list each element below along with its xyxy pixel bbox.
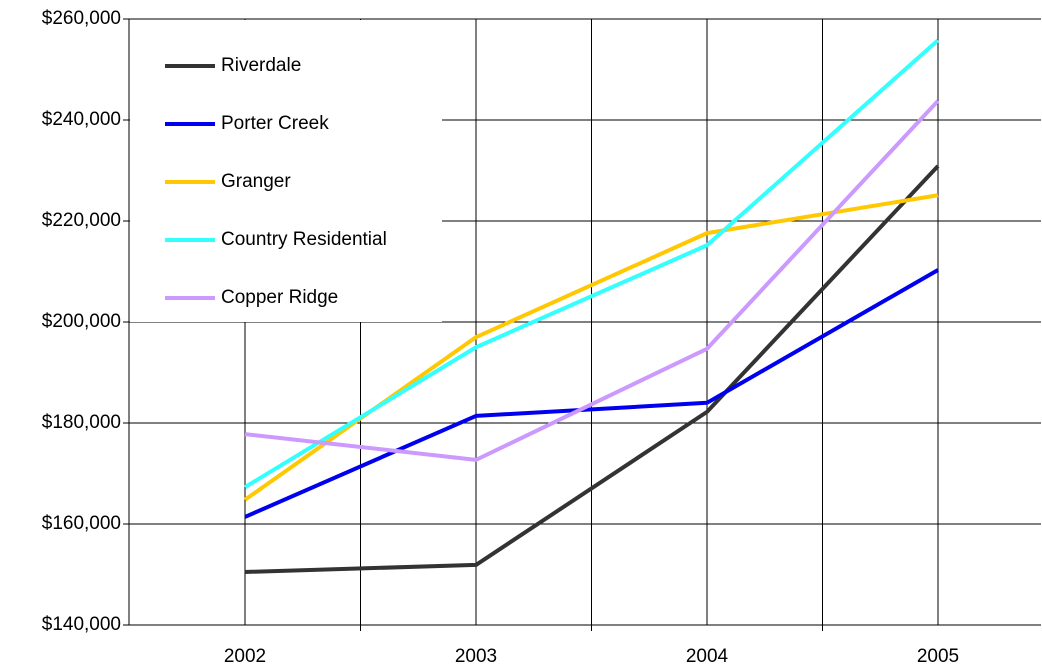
legend-box — [130, 20, 442, 322]
line — [243, 38, 940, 489]
line — [244, 268, 939, 519]
x-tick-label: 2003 — [455, 646, 497, 667]
legend-label: Granger — [221, 171, 291, 192]
y-tick-label: $260,000 — [42, 8, 121, 29]
legend-label: Porter Creek — [221, 113, 329, 134]
line — [244, 164, 940, 574]
legend-label: Riverdale — [221, 55, 301, 76]
x-tick-label: 2004 — [686, 646, 729, 667]
legend-label: Country Residential — [221, 229, 387, 250]
x-tick-label: 2002 — [224, 646, 266, 667]
y-tick-label: $200,000 — [42, 311, 121, 332]
y-tick-label: $140,000 — [42, 614, 121, 635]
legend-label: Copper Ridge — [221, 287, 338, 308]
line — [244, 99, 940, 462]
y-tick-label: $160,000 — [42, 513, 121, 534]
x-tick-label: 2005 — [917, 646, 959, 667]
y-tick-label: $240,000 — [42, 109, 121, 130]
y-tick-label: $180,000 — [42, 412, 121, 433]
y-tick-label: $220,000 — [42, 210, 121, 231]
